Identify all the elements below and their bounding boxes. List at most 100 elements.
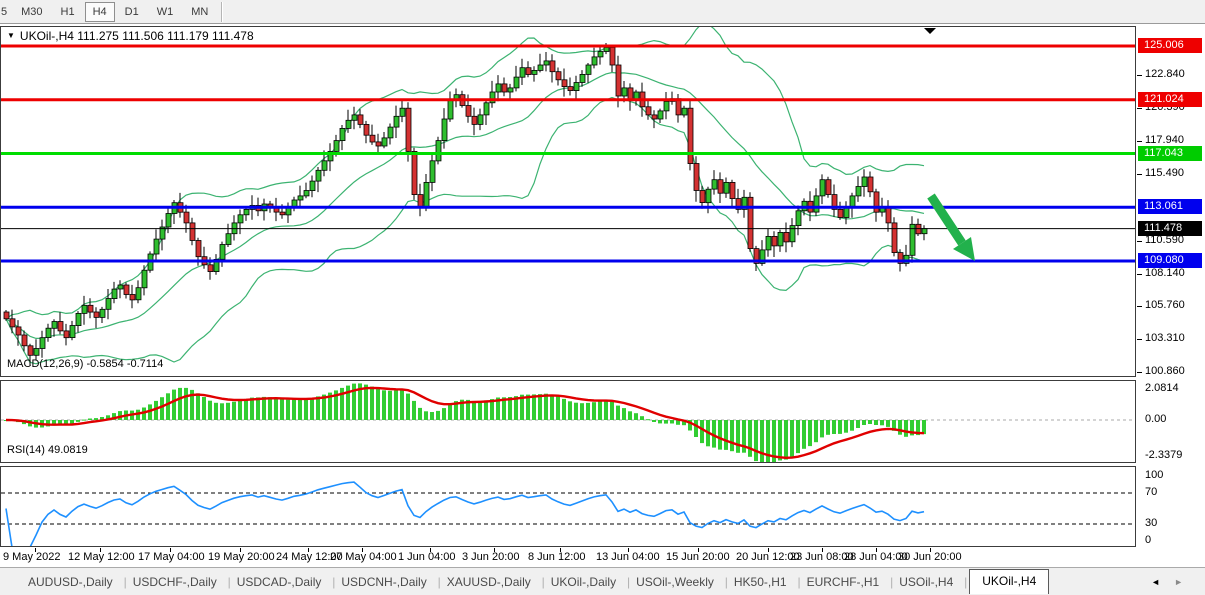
tab-scroll-right-icon[interactable]: ► <box>1174 576 1183 587</box>
time-axis-tick <box>876 548 877 552</box>
time-axis-tick <box>170 548 171 552</box>
chart-tab-audusd-daily[interactable]: AUDUSD-,Daily <box>18 571 126 593</box>
price-axis-tick <box>1137 372 1142 373</box>
time-axis-tick <box>930 548 931 552</box>
time-axis-tick <box>494 548 495 552</box>
time-axis-label: 1 Jun 04:00 <box>398 551 456 563</box>
time-axis-label: 8 Jun 12:00 <box>528 551 586 563</box>
rsi-axis-label: 100 <box>1145 469 1164 481</box>
price-axis-label: 110.590 <box>1145 234 1184 246</box>
time-axis-tick <box>35 548 36 552</box>
time-axis-label: 24 May 12:00 <box>276 551 343 563</box>
price-axis-tick <box>1137 241 1142 242</box>
time-axis-tick <box>560 548 561 552</box>
price-axis-tick <box>1137 306 1142 307</box>
time-axis-tick <box>768 548 769 552</box>
bollinger-bands <box>5 27 925 365</box>
price-badge-111.478: 111.478 <box>1138 221 1202 236</box>
price-axis[interactable]: 122.840 120.390 117.940 115.490 110.590 108.1… <box>1137 25 1205 547</box>
chart-title: UKOil-,H4 111.275 111.506 111.179 111.47… <box>19 29 254 43</box>
tab-scroll-left-icon[interactable]: ◄ <box>1151 576 1161 587</box>
rsi-axis-label: 70 <box>1145 486 1158 498</box>
chart-tab-hk50-h1[interactable]: HK50-,H1 <box>724 571 800 593</box>
price-axis-label: 100.860 <box>1145 365 1185 377</box>
price-axis-tick <box>1137 274 1142 275</box>
rsi-axis-label: 30 <box>1145 517 1158 529</box>
chart-tab-ukoil-h4[interactable]: UKOil-,H4 <box>969 569 1050 594</box>
price-axis-label: 108.140 <box>1145 267 1185 279</box>
time-axis-label: 13 Jun 04:00 <box>596 551 660 563</box>
time-axis-label: 23 Jun 08:00 <box>790 551 854 563</box>
chart-title-row: ▼ UKOil-,H4 111.275 111.506 111.179 111.… <box>7 29 254 43</box>
timeframe-button-mn[interactable]: MN <box>191 5 209 18</box>
rsi-axis-label: 0 <box>1145 534 1152 546</box>
time-axis-label: 12 May 12:00 <box>68 551 135 563</box>
price-axis-label: 122.840 <box>1145 68 1185 80</box>
chart-tab-ukoil-daily[interactable]: UKOil-,Daily <box>541 571 631 593</box>
timeframe-toolbar: 5 M30 H1 H4 D1 W1 MN <box>0 0 1205 24</box>
pane-border <box>0 26 1136 377</box>
macd-indicator-label: MACD(12,26,9) -0.5854 -0.7114 <box>7 358 164 370</box>
tab-scroll-controls: ◄ ► <box>1151 577 1183 587</box>
macd-axis-label: -2.3379 <box>1145 449 1183 461</box>
rsi-indicator-label: RSI(14) 49.0819 <box>7 444 88 456</box>
time-axis-label: 19 May 20:00 <box>208 551 275 563</box>
chart-area[interactable]: ▼ UKOil-,H4 111.275 111.506 111.179 111.… <box>0 25 1205 567</box>
macd-series <box>1 383 1135 462</box>
timeframe-button-w1[interactable]: W1 <box>156 5 174 18</box>
pane-border <box>0 466 1136 547</box>
time-axis-label: 9 May 2022 <box>3 551 61 563</box>
chart-tab-xauusd-daily[interactable]: XAUUSD-,Daily <box>437 571 545 593</box>
time-axis-tick <box>308 548 309 552</box>
timeframe-button-h4[interactable]: H4 <box>84 1 115 22</box>
price-axis-label: 103.310 <box>1145 332 1185 344</box>
price-badge-121.024: 121.024 <box>1138 92 1202 107</box>
chart-canvas[interactable] <box>0 25 1137 547</box>
chart-tab-usdcnh-daily[interactable]: USDCNH-,Daily <box>331 571 441 593</box>
time-axis-tick <box>430 548 431 552</box>
timeframe-button-h1[interactable]: H1 <box>60 5 75 18</box>
macd-axis-label: 0.00 <box>1145 413 1167 425</box>
candlestick-series <box>3 43 928 366</box>
price-axis-label: 105.760 <box>1145 299 1185 311</box>
chart-tab-usdchf-daily[interactable]: USDCHF-,Daily <box>123 571 231 593</box>
timeframe-button-5[interactable]: 5 <box>1 5 8 18</box>
chart-tab-usoil-h4[interactable]: USOil-,H4 <box>889 571 967 593</box>
price-axis-tick <box>1137 141 1142 142</box>
pane-border <box>0 380 1136 463</box>
time-axis-tick <box>628 548 629 552</box>
chart-shift-marker-icon[interactable] <box>924 28 936 34</box>
price-axis-tick <box>1137 108 1142 109</box>
time-axis-tick <box>822 548 823 552</box>
time-axis-label: 30 Jun 20:00 <box>898 551 962 563</box>
timeframe-button-d1[interactable]: D1 <box>124 5 139 18</box>
price-badge-117.043: 117.043 <box>1138 146 1202 161</box>
time-axis-label: 17 May 04:00 <box>138 551 205 563</box>
chart-tab-usoil-weekly[interactable]: USOil-,Weekly <box>626 571 728 593</box>
time-axis-label: 20 Jun 12:00 <box>736 551 800 563</box>
chart-tab-bar: AUDUSD-,DailyUSDCHF-,DailyUSDCAD-,DailyU… <box>0 567 1205 595</box>
time-axis-label: 27 May 04:00 <box>330 551 397 563</box>
chart-tab-eurchf-h1[interactable]: EURCHF-,H1 <box>797 571 893 593</box>
price-axis-label: 117.940 <box>1145 134 1184 146</box>
timeframe-button-m30[interactable]: M30 <box>21 5 43 18</box>
price-axis-tick <box>1137 339 1142 340</box>
macd-axis-label: 2.0814 <box>1145 382 1179 394</box>
price-axis-tick <box>1137 174 1142 175</box>
chart-tab-usdcad-daily[interactable]: USDCAD-,Daily <box>227 571 335 593</box>
rsi-series <box>1 481 1135 546</box>
time-axis-tick <box>698 548 699 552</box>
time-axis-tick <box>240 548 241 552</box>
price-axis-tick <box>1137 75 1142 76</box>
time-axis[interactable]: 9 May 2022 12 May 12:00 17 May 04:00 19 May… <box>0 548 1205 567</box>
symbol-dropdown-icon[interactable]: ▼ <box>7 31 15 40</box>
price-badge-109.080: 109.080 <box>1138 253 1202 268</box>
sell-arrow[interactable] <box>927 193 975 261</box>
price-badge-125.006: 125.006 <box>1138 38 1202 53</box>
price-axis-label: 115.490 <box>1145 167 1184 179</box>
price-badge-113.061: 113.061 <box>1138 199 1202 214</box>
time-axis-tick <box>362 548 363 552</box>
time-axis-label: 3 Jun 20:00 <box>462 551 520 563</box>
toolbar-separator <box>221 1 223 22</box>
